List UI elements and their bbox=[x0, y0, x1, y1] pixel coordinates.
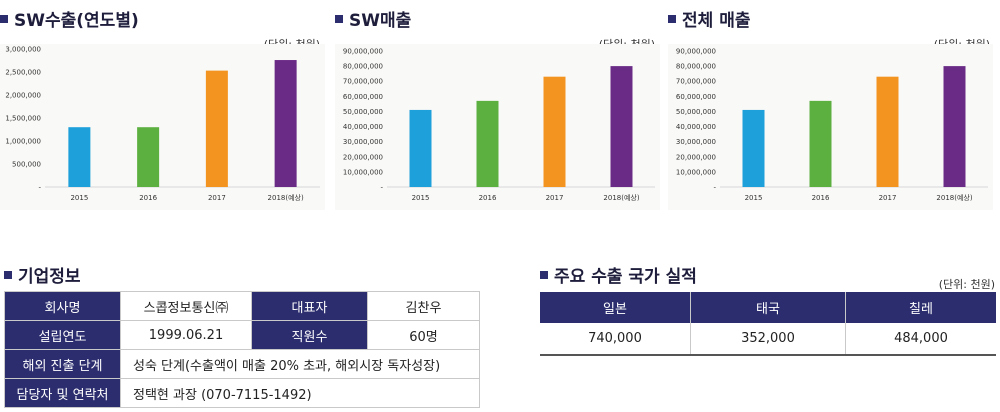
x-tick-label: 2016 bbox=[479, 194, 497, 202]
country-header: 칠레 bbox=[845, 292, 996, 323]
company-name: 스콥정보통신㈜ bbox=[120, 291, 252, 321]
y-tick-label: 50,000,000 bbox=[676, 108, 716, 116]
bullet-square-icon bbox=[4, 270, 12, 279]
y-tick-label: 60,000,000 bbox=[343, 93, 383, 101]
y-tick-label: 80,000,000 bbox=[676, 63, 716, 71]
bar bbox=[742, 109, 765, 187]
x-tick-label: 2016 bbox=[812, 194, 830, 202]
table-row: 해외 진출 단계 성숙 단계(수출액이 매출 20% 초과, 해외시장 독자성장… bbox=[4, 349, 480, 379]
bar bbox=[943, 66, 966, 187]
chart-title: SW수출(연도별) bbox=[0, 6, 139, 31]
exports-section-title: 주요 수출 국가 실적 bbox=[540, 262, 697, 287]
chart-background bbox=[0, 44, 325, 210]
chart-panel-sw-sales: SW매출 (단위: 천원) -10,000,00020,000,00030,00… bbox=[335, 0, 660, 210]
bullet-square-icon bbox=[668, 14, 676, 23]
y-tick-label: - bbox=[380, 184, 383, 192]
y-tick-label: 40,000,000 bbox=[676, 123, 716, 131]
bar bbox=[543, 76, 566, 187]
y-tick-label: 1,000,000 bbox=[5, 138, 41, 146]
contact-label: 담당자 및 연락처 bbox=[4, 378, 121, 408]
stage-value: 성숙 단계(수출액이 매출 20% 초과, 해외시장 독자성장) bbox=[120, 349, 480, 379]
stage-label: 해외 진출 단계 bbox=[4, 349, 121, 379]
bullet-square-icon bbox=[540, 270, 548, 279]
table-row: 설립연도 1999.06.21 직원수 60명 bbox=[4, 320, 480, 350]
company-info-table: 회사명 스콥정보통신㈜ 대표자 김찬우 설립연도 1999.06.21 직원수 … bbox=[4, 291, 480, 408]
bar bbox=[876, 76, 899, 187]
export-value: 484,000 bbox=[845, 323, 996, 356]
bar bbox=[274, 60, 297, 187]
y-tick-label: 50,000,000 bbox=[343, 108, 383, 116]
contact-value: 정택현 과장 (070-7115-1492) bbox=[120, 378, 480, 408]
chart-panel-total-sales: 전체 매출 (단위: 천원) -10,000,00020,000,00030,0… bbox=[668, 0, 993, 210]
y-tick-label: 40,000,000 bbox=[343, 123, 383, 131]
x-tick-label: 2018(예상) bbox=[603, 193, 639, 202]
y-tick-label: 30,000,000 bbox=[343, 138, 383, 146]
employees-count: 60명 bbox=[367, 320, 480, 350]
y-tick-label: 20,000,000 bbox=[343, 153, 383, 161]
y-tick-label: 80,000,000 bbox=[343, 63, 383, 71]
x-tick-label: 2017 bbox=[208, 194, 226, 202]
bar bbox=[610, 66, 633, 187]
founded-label: 설립연도 bbox=[4, 320, 121, 350]
bar bbox=[809, 100, 832, 187]
ceo-label: 대표자 bbox=[251, 291, 368, 321]
chart-panel-sw-export: SW수출(연도별) (단위: 천원) -500,0001,000,0001,50… bbox=[0, 0, 325, 210]
table-row: 담당자 및 연락처 정택현 과장 (070-7115-1492) bbox=[4, 378, 480, 408]
y-tick-label: - bbox=[38, 184, 41, 192]
employees-label: 직원수 bbox=[251, 320, 368, 350]
y-tick-label: 30,000,000 bbox=[676, 138, 716, 146]
exports-table: 일본 태국 칠레 740,000 352,000 484,000 bbox=[540, 292, 996, 356]
exports-unit-label: (단위: 천원) bbox=[938, 278, 995, 291]
bullet-square-icon bbox=[335, 14, 343, 23]
company-section-title: 기업정보 bbox=[4, 262, 81, 287]
x-tick-label: 2015 bbox=[745, 194, 763, 202]
y-tick-label: 60,000,000 bbox=[676, 93, 716, 101]
bar bbox=[409, 109, 432, 187]
y-tick-label: 2,000,000 bbox=[5, 92, 41, 100]
y-tick-label: 90,000,000 bbox=[343, 48, 383, 56]
bar bbox=[476, 100, 499, 187]
bar bbox=[137, 127, 160, 187]
y-tick-label: 3,000,000 bbox=[5, 46, 41, 54]
bar-chart: - 10,000,000 20,000,000 30,000,000 40,000,00… bbox=[676, 48, 988, 202]
table-row: 740,000 352,000 484,000 bbox=[540, 323, 996, 356]
bar bbox=[68, 127, 91, 187]
y-tick-label: 70,000,000 bbox=[676, 78, 716, 86]
y-tick-label: 10,000,000 bbox=[343, 168, 383, 176]
export-value: 740,000 bbox=[540, 323, 691, 356]
export-value: 352,000 bbox=[689, 323, 846, 356]
country-header: 일본 bbox=[540, 292, 691, 323]
y-tick-label: - bbox=[713, 184, 716, 192]
bar bbox=[205, 70, 228, 187]
x-tick-label: 2018(예상) bbox=[936, 193, 972, 202]
bar-chart: - 10,000,000 20,000,000 30,000,000 40,000,00… bbox=[343, 48, 655, 202]
table-row: 회사명 스콥정보통신㈜ 대표자 김찬우 bbox=[4, 291, 480, 321]
x-tick-label: 2017 bbox=[879, 194, 897, 202]
founded-date: 1999.06.21 bbox=[120, 320, 252, 350]
x-tick-label: 2015 bbox=[70, 194, 88, 202]
x-tick-label: 2018(예상) bbox=[268, 193, 304, 202]
y-tick-label: 20,000,000 bbox=[676, 153, 716, 161]
y-tick-label: 1,500,000 bbox=[5, 115, 41, 123]
table-header-row: 일본 태국 칠레 bbox=[540, 292, 996, 323]
y-tick-label: 2,500,000 bbox=[5, 69, 41, 77]
chart-title: 전체 매출 bbox=[668, 6, 750, 31]
ceo-name: 김찬우 bbox=[367, 291, 480, 321]
country-header: 태국 bbox=[689, 292, 846, 323]
chart-title: SW매출 bbox=[335, 6, 411, 31]
y-tick-label: 90,000,000 bbox=[676, 48, 716, 56]
y-tick-label: 500,000 bbox=[12, 161, 41, 169]
name-label: 회사명 bbox=[4, 291, 121, 321]
bullet-square-icon bbox=[0, 14, 8, 23]
bar-chart: - 500,000 1,000,000 1,500,000 2,000,000 2,500… bbox=[5, 46, 320, 202]
x-tick-label: 2017 bbox=[546, 194, 564, 202]
x-tick-label: 2016 bbox=[139, 194, 157, 202]
y-tick-label: 70,000,000 bbox=[343, 78, 383, 86]
y-tick-label: 10,000,000 bbox=[676, 168, 716, 176]
x-tick-label: 2015 bbox=[412, 194, 430, 202]
